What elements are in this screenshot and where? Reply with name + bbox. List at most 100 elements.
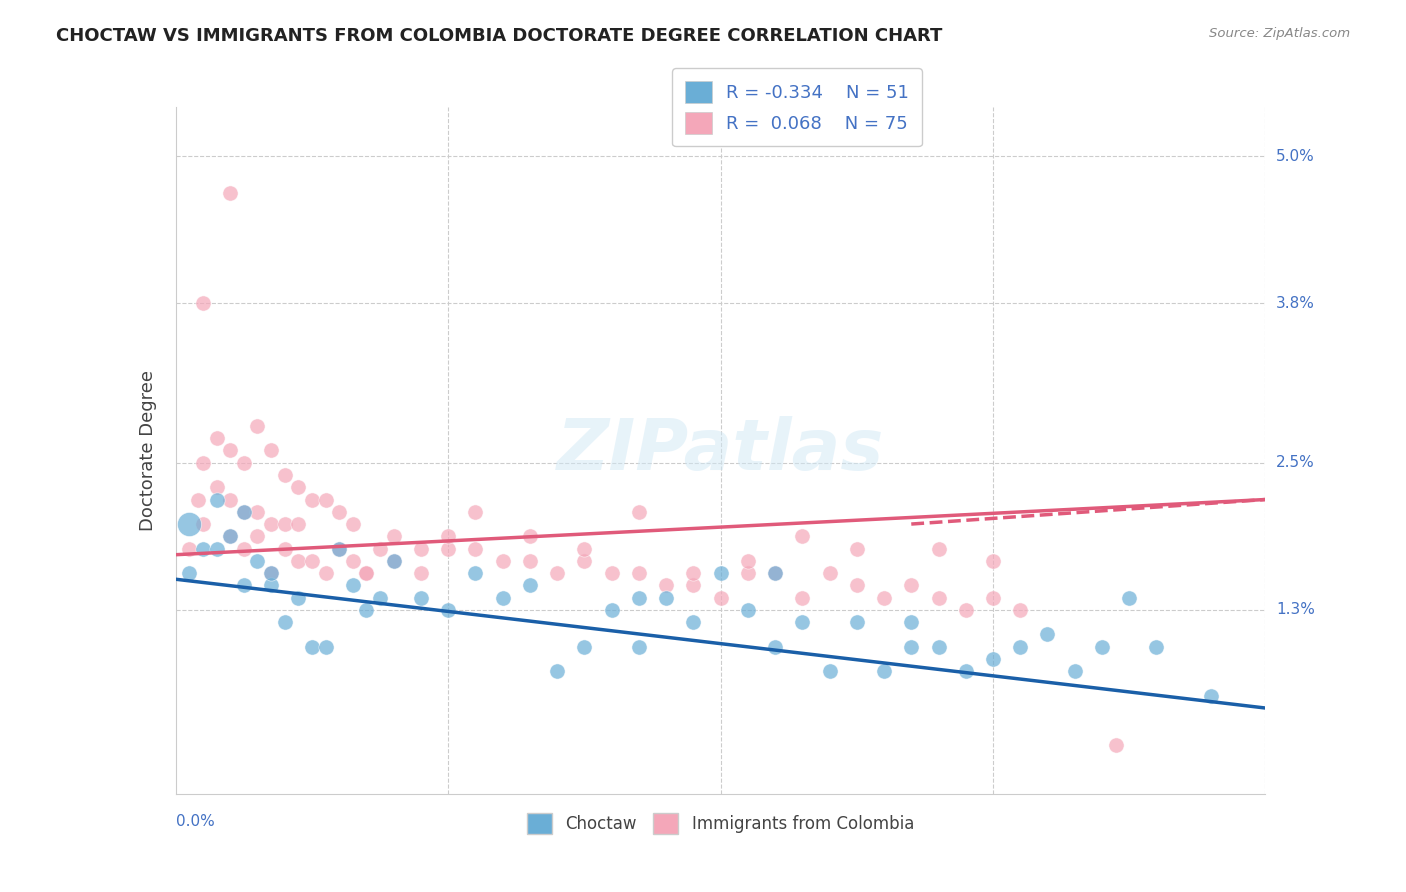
Point bbox=[246, 554, 269, 568]
Point bbox=[260, 578, 283, 592]
Point bbox=[274, 467, 297, 482]
Text: 5.0%: 5.0% bbox=[1277, 149, 1315, 163]
Point bbox=[682, 578, 704, 592]
Text: 2.5%: 2.5% bbox=[1277, 455, 1315, 470]
Point bbox=[232, 456, 254, 470]
Point bbox=[627, 591, 650, 605]
Point bbox=[179, 541, 201, 556]
Point bbox=[437, 529, 460, 543]
Point bbox=[845, 578, 868, 592]
Point bbox=[627, 640, 650, 654]
Point bbox=[763, 566, 786, 580]
Point bbox=[464, 505, 486, 519]
Point bbox=[464, 541, 486, 556]
Point bbox=[574, 640, 596, 654]
Point bbox=[763, 566, 786, 580]
Point bbox=[301, 554, 323, 568]
Point bbox=[682, 615, 704, 630]
Point bbox=[260, 566, 283, 580]
Point bbox=[981, 652, 1004, 666]
Point bbox=[191, 296, 214, 310]
Point bbox=[792, 529, 814, 543]
Point bbox=[1118, 591, 1140, 605]
Point bbox=[981, 554, 1004, 568]
Point bbox=[315, 566, 337, 580]
Point bbox=[409, 566, 432, 580]
Text: ZIPatlas: ZIPatlas bbox=[557, 416, 884, 485]
Point bbox=[232, 541, 254, 556]
Point bbox=[1104, 738, 1126, 752]
Point bbox=[710, 591, 733, 605]
Text: 3.8%: 3.8% bbox=[1277, 296, 1315, 310]
Point bbox=[519, 578, 541, 592]
Point bbox=[342, 554, 364, 568]
Point bbox=[845, 615, 868, 630]
Point bbox=[492, 554, 515, 568]
Point bbox=[737, 566, 759, 580]
Point bbox=[382, 554, 405, 568]
Point bbox=[186, 492, 209, 507]
Point bbox=[437, 603, 460, 617]
Point bbox=[219, 186, 242, 200]
Point bbox=[1144, 640, 1167, 654]
Point bbox=[792, 591, 814, 605]
Point bbox=[219, 529, 242, 543]
Point bbox=[818, 566, 841, 580]
Point bbox=[191, 516, 214, 531]
Point bbox=[274, 541, 297, 556]
Point bbox=[342, 578, 364, 592]
Text: 0.0%: 0.0% bbox=[176, 814, 215, 830]
Point bbox=[546, 664, 568, 678]
Point bbox=[205, 492, 228, 507]
Point bbox=[873, 591, 896, 605]
Point bbox=[763, 640, 786, 654]
Point bbox=[600, 566, 623, 580]
Point bbox=[191, 456, 214, 470]
Point bbox=[955, 664, 977, 678]
Point bbox=[205, 431, 228, 445]
Point bbox=[356, 566, 378, 580]
Point bbox=[437, 541, 460, 556]
Point bbox=[368, 541, 391, 556]
Point bbox=[382, 529, 405, 543]
Point bbox=[260, 566, 283, 580]
Point bbox=[179, 516, 201, 531]
Point bbox=[409, 541, 432, 556]
Point bbox=[928, 541, 950, 556]
Point bbox=[232, 505, 254, 519]
Point bbox=[900, 615, 922, 630]
Point bbox=[546, 566, 568, 580]
Text: CHOCTAW VS IMMIGRANTS FROM COLOMBIA DOCTORATE DEGREE CORRELATION CHART: CHOCTAW VS IMMIGRANTS FROM COLOMBIA DOCT… bbox=[56, 27, 942, 45]
Point bbox=[287, 516, 309, 531]
Point bbox=[260, 443, 283, 458]
Point bbox=[737, 554, 759, 568]
Point bbox=[274, 516, 297, 531]
Point bbox=[246, 418, 269, 433]
Point bbox=[219, 492, 242, 507]
Point bbox=[1010, 640, 1032, 654]
Point bbox=[287, 480, 309, 494]
Point bbox=[274, 615, 297, 630]
Point bbox=[301, 640, 323, 654]
Point bbox=[928, 591, 950, 605]
Point bbox=[205, 541, 228, 556]
Point bbox=[955, 603, 977, 617]
Point bbox=[682, 566, 704, 580]
Text: 1.3%: 1.3% bbox=[1277, 602, 1315, 617]
Point bbox=[818, 664, 841, 678]
Point bbox=[981, 591, 1004, 605]
Point bbox=[232, 578, 254, 592]
Point bbox=[246, 505, 269, 519]
Point bbox=[205, 480, 228, 494]
Point bbox=[627, 566, 650, 580]
Point bbox=[260, 516, 283, 531]
Point bbox=[315, 492, 337, 507]
Point bbox=[574, 541, 596, 556]
Point bbox=[382, 554, 405, 568]
Point bbox=[328, 505, 350, 519]
Text: Source: ZipAtlas.com: Source: ZipAtlas.com bbox=[1209, 27, 1350, 40]
Point bbox=[1036, 627, 1059, 641]
Point bbox=[464, 566, 486, 580]
Point bbox=[900, 640, 922, 654]
Point bbox=[287, 554, 309, 568]
